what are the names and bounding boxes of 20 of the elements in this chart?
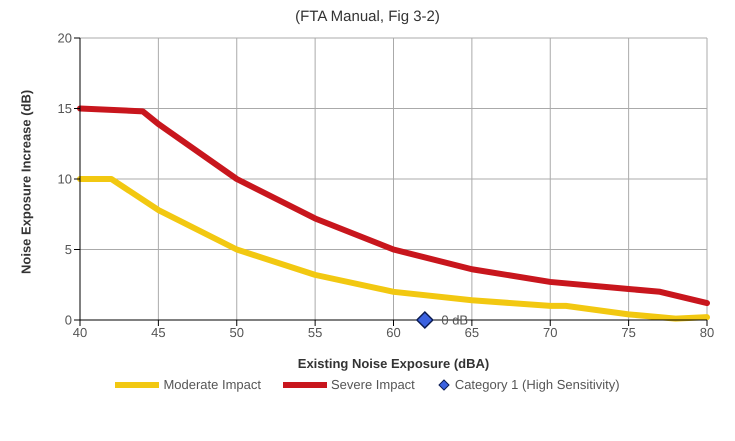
y-tick-label: 5 xyxy=(64,242,72,258)
y-axis-title: Noise Exposure Increase (dB) xyxy=(18,90,34,274)
legend-label: Category 1 (High Sensitivity) xyxy=(454,377,620,392)
x-tick-label: 75 xyxy=(621,325,636,340)
x-tick-label: 60 xyxy=(386,325,401,340)
y-tick-label: 20 xyxy=(58,30,72,46)
x-tick-label: 65 xyxy=(464,325,480,340)
legend-label: Moderate Impact xyxy=(163,377,261,392)
legend-label: Severe Impact xyxy=(330,377,415,392)
chart-title: (FTA Manual, Fig 3-2) xyxy=(294,8,441,27)
x-tick-label: 80 xyxy=(700,325,714,340)
x-tick-label: 70 xyxy=(543,325,558,340)
y-tick-label: 15 xyxy=(58,101,72,116)
x-tick-label: 45 xyxy=(151,325,166,340)
y-tick-label: 10 xyxy=(58,172,72,187)
x-tick-label: 40 xyxy=(72,325,88,340)
x-tick-label: 55 xyxy=(308,325,322,340)
x-axis-title: Existing Noise Exposure (dBA) xyxy=(298,356,490,371)
y-tick-label: 0 xyxy=(64,312,72,328)
x-tick-label: 50 xyxy=(230,325,244,340)
